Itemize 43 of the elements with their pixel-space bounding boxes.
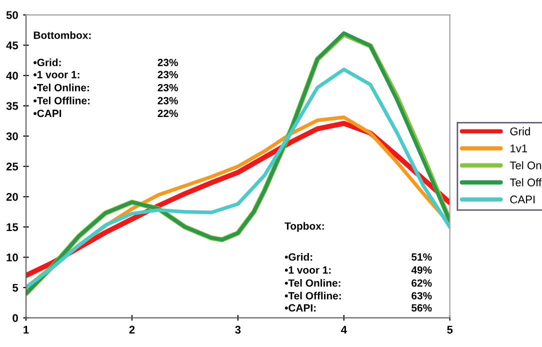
annotation: •Grid: (284, 253, 312, 261)
x-tick-label: 2 (129, 326, 135, 334)
annotation: Bottombox: (34, 31, 91, 39)
annotation: 51% (412, 253, 432, 261)
annotation: •CAPI (34, 110, 62, 118)
y-tick-label: 30 (6, 132, 18, 140)
annotation: 63% (412, 292, 432, 300)
annotation: •CAPI: (284, 304, 316, 312)
y-tick-label: 10 (6, 254, 18, 262)
annotation: 49% (411, 266, 432, 274)
annotation: 56% (412, 304, 432, 312)
y-tick-label: 40 (6, 72, 18, 80)
annotation: 23% (158, 70, 178, 78)
annotation: •Grid: (34, 58, 61, 66)
legend-label: CAPI (510, 196, 535, 204)
annotation: 23% (158, 58, 178, 66)
legend-label: Tel On (510, 161, 542, 170)
annotation: 23% (158, 84, 178, 92)
annotation: •1 voor 1: (284, 266, 331, 274)
x-tick-label: 5 (447, 326, 453, 334)
annotation: •Tel Offline: (284, 292, 341, 300)
legend-label: 1v1 (510, 144, 528, 152)
annotation: •Tel Online: (284, 279, 340, 287)
x-tick-label: 1 (24, 326, 29, 334)
y-tick-label: 50 (6, 11, 18, 20)
annotation: 62% (412, 279, 432, 287)
y-tick-label: 35 (6, 102, 18, 110)
y-tick-label: 25 (6, 162, 18, 171)
y-tick-label: 0 (12, 314, 18, 322)
annotation: 22% (158, 110, 178, 118)
annotation: •Tel Online: (34, 84, 89, 92)
y-tick-label: 45 (6, 42, 18, 50)
y-tick-label: 20 (6, 192, 18, 201)
annotation: Topbox: (284, 222, 324, 232)
y-tick-label: 5 (12, 284, 18, 292)
legend-label: Tel Off (510, 178, 542, 186)
annotation: •Tel Offline: (34, 96, 90, 104)
annotation: •1 voor 1: (34, 71, 80, 78)
legend-label: Grid (510, 127, 530, 136)
annotation: 23% (158, 96, 178, 104)
x-tick-label: 3 (235, 326, 241, 334)
x-tick-label: 4 (340, 326, 347, 334)
y-tick-label: 15 (6, 223, 18, 232)
